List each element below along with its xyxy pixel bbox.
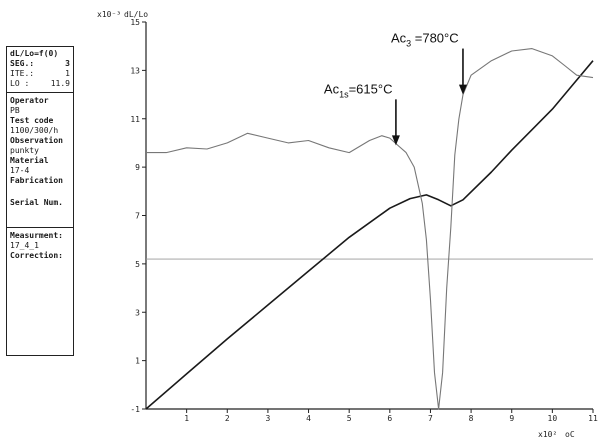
y-tick-label: 3 <box>135 308 140 317</box>
x-tick-label: 3 <box>265 414 270 423</box>
annotation-label: Ac1s=615°C <box>324 81 393 99</box>
series-group <box>145 48 594 410</box>
series-line-2 <box>146 48 594 410</box>
ite-row: ITE.: 1 <box>10 69 70 78</box>
measurement-value: 17_4_1 <box>10 241 39 250</box>
y-tick-label: 11 <box>130 115 140 124</box>
x-tick-label: 4 <box>306 414 311 423</box>
y-tick-label: 7 <box>135 212 140 221</box>
observation-label: Observation <box>10 136 63 145</box>
serial-label: Serial Num. <box>10 198 63 207</box>
x-tick-label: 6 <box>387 414 392 423</box>
correction-label: Correction: <box>10 251 63 260</box>
series-line-1 <box>145 60 594 410</box>
x-tick-label: 5 <box>347 414 352 423</box>
x-tick-label: 8 <box>469 414 474 423</box>
observation-value: punkty <box>10 146 39 155</box>
lo-row: LO : 11.9 <box>10 79 70 88</box>
x-tick-label: 2 <box>225 414 230 423</box>
info-panel: dL/Lo=f(0) SEG.: 3 ITE.: 1 LO : 11.9 Ope… <box>6 46 74 356</box>
fabrication-label: Fabrication <box>10 176 63 185</box>
y-tick-label: 9 <box>135 163 140 172</box>
x-tick-label: 9 <box>509 414 514 423</box>
y-exponent-label: x10⁻³ <box>97 10 121 19</box>
annotation-arrow-head <box>391 135 400 146</box>
y-tick-label: -1 <box>130 405 140 414</box>
annotation-label: Ac3 =780°C <box>391 31 459 49</box>
y-tick-label: 1 <box>135 357 140 366</box>
test-code-value: 1100/300/h <box>10 126 59 135</box>
annotations-group: Ac1s=615°C Ac3 =780°C <box>324 31 467 146</box>
operator-value: PB <box>10 106 20 115</box>
info-divider <box>7 227 73 228</box>
seg-row: SEG.: 3 <box>10 59 70 68</box>
y-tick-label: 13 <box>130 66 140 75</box>
annotation-arrow-head <box>458 84 467 95</box>
operator-label: Operator <box>10 96 49 105</box>
annotation-ac1s: Ac1s=615°C <box>324 81 400 146</box>
x-tick-label: 7 <box>428 414 433 423</box>
measurement-label: Measurment: <box>10 231 63 240</box>
material-value: 17-4 <box>10 166 30 175</box>
x-tick-label: 10 <box>548 414 558 423</box>
info-header: dL/Lo=f(0) <box>10 49 59 58</box>
x-exponent-label: x10² <box>538 430 557 439</box>
x-tick-label: 1 <box>184 414 189 423</box>
x-tick-label: 11 <box>588 414 598 423</box>
test-code-label: Test code <box>10 116 54 125</box>
y-tick-label: 15 <box>130 18 140 27</box>
info-divider <box>7 92 73 93</box>
material-label: Material <box>10 156 49 165</box>
annotation-ac3: Ac3 =780°C <box>391 31 467 95</box>
y-unit-label: dL/Lo <box>124 10 148 19</box>
x-unit-label: oC <box>565 430 575 439</box>
y-tick-label: 5 <box>135 260 140 269</box>
